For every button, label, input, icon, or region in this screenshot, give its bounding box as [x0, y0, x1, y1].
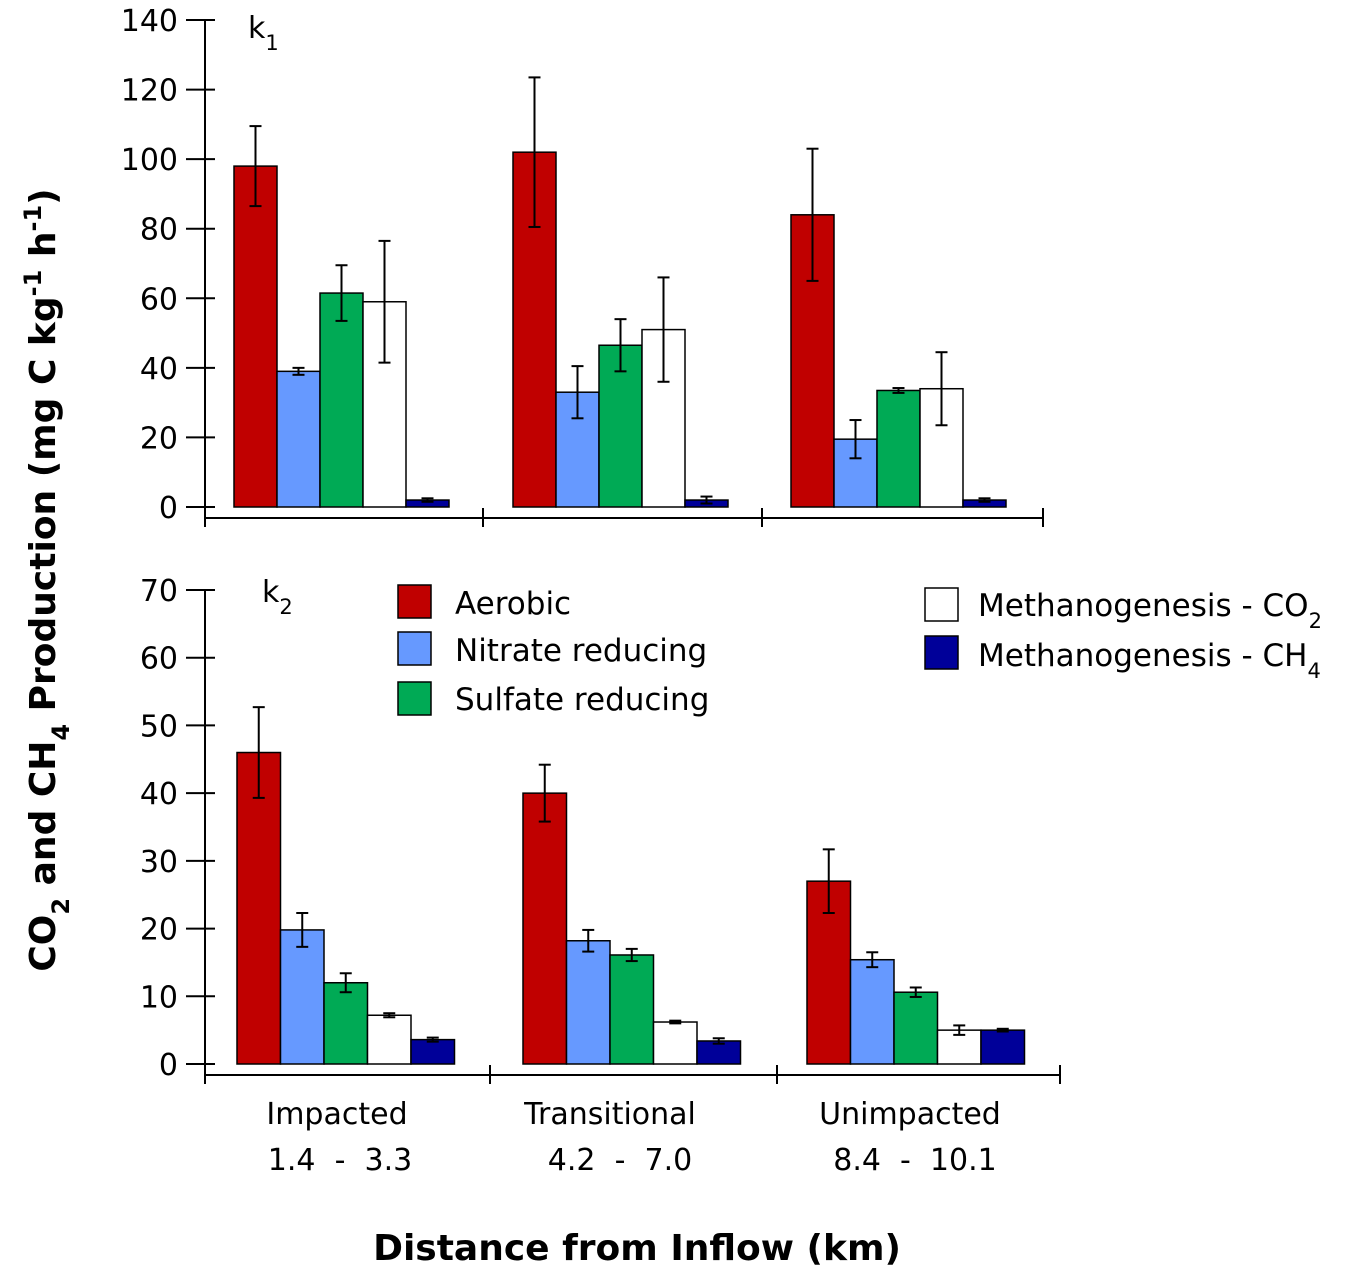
bar-methanogenesis-ch4-impacted: [410, 1038, 456, 1065]
error-bar-methanogenesis-co2-transitional: [669, 1019, 682, 1025]
y-tick-label: 20: [140, 913, 178, 948]
error-bar-nitrate-reducing-unimpacted: [849, 419, 862, 460]
y-tick-label: 70: [140, 574, 178, 609]
error-bar-methanogenesis-co2-impacted: [378, 239, 391, 364]
y-axis-title: CO2 and CH4 Production (mg C kg-1 h-1): [19, 188, 75, 971]
y-tick-label: 120: [121, 74, 178, 109]
bar-nitrate-reducing-impacted: [276, 370, 321, 508]
error-bar-nitrate-reducing-transitional: [571, 365, 584, 420]
bar-sulfate-reducing-unimpacted: [876, 389, 921, 508]
y-tick-label: 50: [140, 709, 178, 744]
y-tick-label: 20: [140, 421, 178, 456]
bar-methanogenesis-ch4-unimpacted: [980, 1029, 1026, 1065]
error-bar-sulfate-reducing-unimpacted: [909, 986, 922, 998]
error-bar-methanogenesis-ch4-impacted: [426, 1036, 439, 1043]
legend-swatch-aerobic: [397, 584, 432, 619]
legend: Aerobic Nitrate reducing Sulfate reducin…: [397, 584, 1322, 718]
bar-nitrate-reducing-transitional: [565, 940, 611, 1065]
bar-nitrate-reducing-unimpacted: [849, 958, 895, 1065]
error-bar-nitrate-reducing-transitional: [582, 928, 595, 953]
error-bar-aerobic-unimpacted: [806, 147, 819, 282]
bar-methanogenesis-co2-transitional: [652, 1021, 698, 1065]
y-tick-label: 0: [159, 1048, 178, 1083]
error-bar-nitrate-reducing-impacted: [296, 911, 309, 948]
error-bar-sulfate-reducing-unimpacted: [892, 387, 905, 394]
panel-k1: 0 20 40 60 80 100 120 140: [121, 4, 1044, 527]
error-bar-methanogenesis-co2-transitional: [657, 276, 670, 383]
panel-k2: 0 10 20 30 40 50 60 70: [140, 574, 1061, 1084]
error-bar-methanogenesis-ch4-transitional: [712, 1037, 725, 1045]
x-range-transitional: 4.2 - 7.0: [548, 1143, 692, 1178]
bar-aerobic-impacted: [233, 165, 278, 508]
bar-aerobic-transitional: [522, 792, 568, 1065]
bar-nitrate-reducing-impacted: [279, 929, 325, 1065]
error-bar-sulfate-reducing-transitional: [625, 947, 638, 963]
y-tick-label: 30: [140, 845, 178, 880]
legend-label-meth-ch4: Methanogenesis - CH4: [978, 638, 1321, 683]
y-tick-label: 40: [140, 777, 178, 812]
legend-swatch-nitrate: [397, 631, 432, 666]
error-bar-methanogenesis-co2-unimpacted: [935, 351, 948, 427]
error-bar-sulfate-reducing-impacted: [335, 264, 348, 322]
legend-swatch-sulfate: [397, 681, 432, 716]
x-range-unimpacted: 8.4 - 10.1: [833, 1143, 996, 1178]
x-axis-title: Distance from Inflow (km): [373, 1228, 901, 1269]
error-bar-methanogenesis-ch4-unimpacted: [978, 497, 991, 503]
panel-label-k2: k2: [262, 575, 293, 619]
x-category-impacted: Impacted: [266, 1097, 407, 1132]
bar-methanogenesis-co2-impacted: [366, 1014, 412, 1065]
legend-label-meth-co2: Methanogenesis - CO2: [978, 588, 1322, 633]
error-bar-aerobic-transitional: [528, 76, 541, 228]
y-tick-label: 0: [159, 491, 178, 526]
y-tick-label: 80: [140, 213, 178, 248]
y-tick-label: 60: [140, 642, 178, 677]
y-tick-label: 60: [140, 282, 178, 317]
x-category-unimpacted: Unimpacted: [819, 1097, 1001, 1132]
panel-label-k1: k1: [248, 11, 279, 55]
error-bar-methanogenesis-ch4-unimpacted: [996, 1027, 1009, 1033]
error-bar-nitrate-reducing-unimpacted: [866, 951, 879, 969]
y-tick-label: 100: [121, 143, 178, 178]
error-bar-aerobic-impacted: [252, 706, 265, 799]
error-bar-aerobic-unimpacted: [822, 848, 835, 914]
legend-swatch-meth-ch4: [924, 635, 959, 670]
legend-label-sulfate: Sulfate reducing: [455, 682, 709, 718]
legend-swatch-meth-co2: [924, 587, 959, 622]
error-bar-sulfate-reducing-impacted: [339, 972, 352, 994]
bar-aerobic-transitional: [512, 151, 557, 508]
bar-sulfate-reducing-impacted: [323, 981, 369, 1065]
bar-sulfate-reducing-transitional: [609, 954, 655, 1065]
bar-aerobic-impacted: [236, 751, 282, 1065]
x-category-transitional: Transitional: [523, 1097, 696, 1132]
error-bar-aerobic-impacted: [249, 125, 262, 208]
error-bar-methanogenesis-ch4-transitional: [700, 495, 713, 505]
y-tick-label: 40: [140, 352, 178, 387]
legend-label-nitrate: Nitrate reducing: [455, 633, 707, 669]
y-tick-label: 140: [121, 4, 178, 39]
x-range-impacted: 1.4 - 3.3: [268, 1143, 412, 1178]
error-bar-methanogenesis-co2-unimpacted: [953, 1024, 966, 1036]
error-bar-aerobic-transitional: [538, 763, 551, 823]
error-bar-sulfate-reducing-transitional: [614, 318, 627, 373]
legend-label-aerobic: Aerobic: [455, 586, 571, 622]
error-bar-methanogenesis-co2-impacted: [383, 1012, 396, 1019]
bar-sulfate-reducing-impacted: [319, 292, 364, 508]
error-bar-nitrate-reducing-impacted: [292, 366, 305, 376]
y-tick-label: 10: [140, 980, 178, 1015]
bar-sulfate-reducing-unimpacted: [893, 991, 939, 1065]
error-bar-methanogenesis-ch4-impacted: [421, 497, 434, 503]
